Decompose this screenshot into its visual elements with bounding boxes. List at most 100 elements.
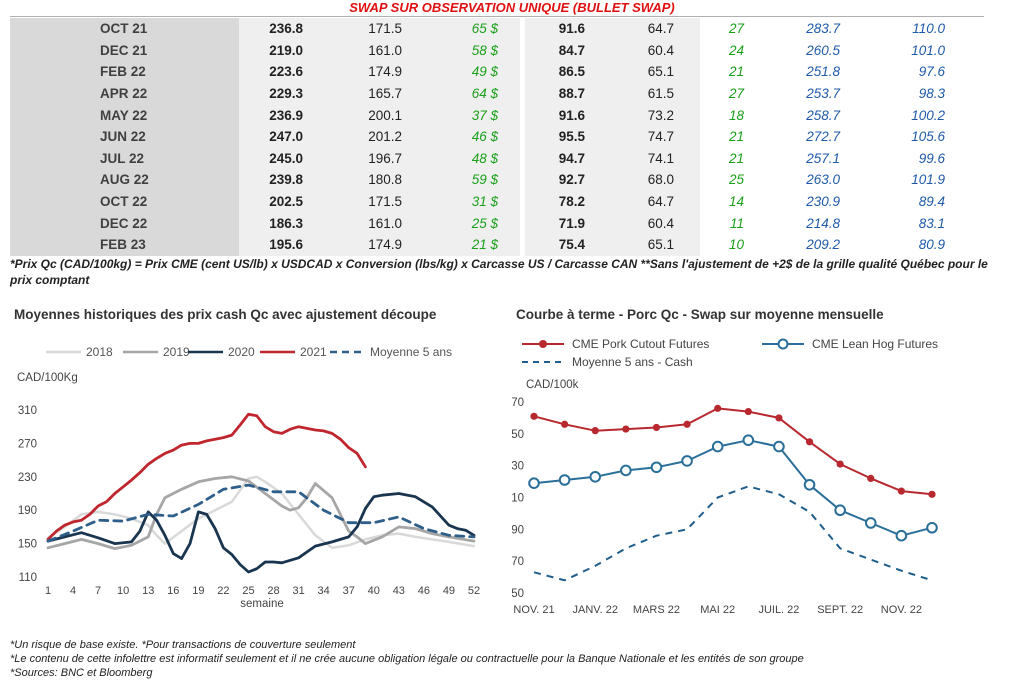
right-chart-title: Courbe à terme - Porc Qc - Swap sur moye… [516,307,884,322]
cme-cutout-price-cell: 239.8 [239,169,329,191]
series-line-2020 [46,492,476,574]
y-axis-label: CAD/100Kg [17,372,78,384]
basis-spread-2-cell: 25 [728,172,744,188]
cutout-point [836,460,844,468]
legend-item-1: 2018 [46,345,113,359]
cutout-point [530,412,538,420]
qc-price-adjusted-cell: 98.3 [918,86,945,102]
series-line-2021 [46,412,367,541]
lean-hog-point [773,440,785,453]
qc-price-cad-cell: 263.0 [806,172,840,188]
y-tick-label: 230 [512,461,524,473]
basis-spread-2-cell: 21 [728,64,744,80]
table-row: OCT 21 236.8 171.5 65 $91.6 64.7 27 283.7 110.0 [10,18,977,40]
footer-sources: *Sources: BNC et Bloomberg [10,667,153,679]
x-tick-label: 1 [45,585,51,597]
qc-price-cad-cell: 257.1 [806,150,840,166]
cutout-point [622,425,630,433]
contract-month-cell: JUL 22 [10,147,239,170]
table-row: MAY 22 236.9 200.1 37 $91.6 73.2 18 258.7 100.2 [10,104,977,126]
usdcad-value-2-cell: 61.5 [605,82,700,105]
x-tick-label: MAI 22 [700,604,735,616]
qc-price-adjusted-cell: 100.2 [911,107,945,123]
cme-lean-hog-price-cell: 84.7 [525,39,605,62]
x-tick-label: 43 [393,585,405,597]
qc-price-cad-cell: 258.7 [806,107,840,123]
basis-spread-2-cell: 21 [728,129,744,145]
y-tick-label: 190 [18,505,37,517]
basis-spread-1-cell: 59 $ [424,169,520,191]
lean-hog-point [834,504,846,517]
title-divider [10,16,984,17]
basis-spread-1-cell: 49 $ [424,61,520,83]
cme-lean-hog-price-cell: 95.5 [525,125,605,148]
gap-cell [520,169,525,191]
usdcad-value-2-cell: 65.1 [605,233,700,256]
qc-price-cad-cell: 260.5 [806,42,840,58]
usdcad-value-cell: 161.0 [329,39,424,62]
svg-text:CME Lean Hog Futures: CME Lean Hog Futures [812,337,938,351]
table-row: DEC 22 186.3 161.0 25 $71.9 60.4 11 214.8 83.1 [10,212,977,234]
x-tick-label: SEPT. 22 [817,604,863,616]
cme-cutout-price-cell: 219.0 [239,39,329,62]
basis-spread-2-cell: 18 [728,107,744,123]
qc-price-cad-cell: 283.7 [806,21,840,37]
qc-price-cad-cell: 230.9 [806,194,840,210]
x-tick-label: 19 [192,585,204,597]
qc-price-cad-cell: 251.8 [806,64,840,80]
lean-hog-point [895,529,908,542]
qc-price-cad-cell: 209.2 [806,237,840,253]
legend-item-3: 2020 [188,345,255,359]
table-row: AUG 22 239.8 180.8 59 $92.7 68.0 25 263.0 101.9 [10,169,977,191]
x-tick-label: JUIL. 22 [758,604,799,616]
contract-month-cell: OCT 21 [10,18,239,40]
lean-hog-point [926,521,938,534]
y-tick-label: 270 [18,438,37,450]
usdcad-value-cell: 165.7 [329,82,424,105]
gap-cell [520,18,525,40]
table-row: APR 22 229.3 165.7 64 $88.7 61.5 27 253.7 98.3 [10,82,977,105]
x-tick-label: NOV. 21 [513,604,554,616]
swap-table-title: SWAP SUR OBSERVATION UNIQUE (BULLET SWAP… [349,0,675,15]
basis-spread-1-cell: 46 $ [424,125,520,148]
cme-cutout-price-cell: 236.8 [239,18,329,40]
qc-price-cad-cell: 272.7 [806,129,840,145]
cme-lean-hog-price-cell: 91.6 [525,104,605,126]
usdcad-value-2-cell: 74.1 [605,147,700,170]
x-tick-label: MARS 22 [633,604,680,616]
gap-cell [520,39,525,62]
x-tick-label: 49 [443,585,455,597]
legend-item-2: 2019 [123,345,190,359]
cutout-point [591,427,599,435]
table-row: FEB 22 223.6 174.9 49 $86.5 65.1 21 251.8 97.6 [10,61,977,83]
series-line-2018 [46,475,476,550]
x-tick-label: 46 [418,585,430,597]
lean-hog-point [681,455,693,467]
svg-text:2019: 2019 [163,345,190,359]
cutout-point [928,490,936,498]
basis-spread-2-cell: 27 [728,86,744,102]
qc-price-adjusted-cell: 101.0 [911,42,945,58]
swap-table: OCT 21 236.8 171.5 65 $91.6 64.7 27 283.7 110.0… [10,18,977,256]
table-row: JUL 22 245.0 196.7 48 $94.7 74.1 21 257.1 99.6 [10,147,977,170]
footer-disclaimer-1: *Un risque de base existe. *Pour transac… [10,639,356,651]
y-tick-label: 250 [512,429,524,441]
qc-price-adjusted-cell: 89.4 [918,194,945,210]
y-tick-label: 170 [512,556,524,568]
lean-hog-point [528,477,540,489]
cutout-point [744,407,752,416]
usdcad-value-2-cell: 68.0 [605,169,700,191]
usdcad-value-cell: 161.0 [329,212,424,234]
svg-text:2018: 2018 [86,345,113,359]
svg-text:2021: 2021 [300,345,327,359]
qc-price-adjusted-cell: 101.9 [911,172,945,188]
gap-cell [520,82,525,105]
cutout-point [652,423,661,432]
contract-month-cell: DEC 21 [10,39,239,62]
basis-spread-1-cell: 21 $ [424,233,520,256]
historical-cash-price-chart: 2018 2019 2020 2021 Moyenne 5 ans CAD/100Kg 1 1… [17,345,480,610]
contract-month-cell: OCT 22 [10,190,239,213]
svg-text:Moyenne 5 ans: Moyenne 5 ans [370,345,452,359]
cme-cutout-price-cell: 223.6 [239,61,329,83]
cme-lean-hog-price-cell: 92.7 [525,169,605,191]
